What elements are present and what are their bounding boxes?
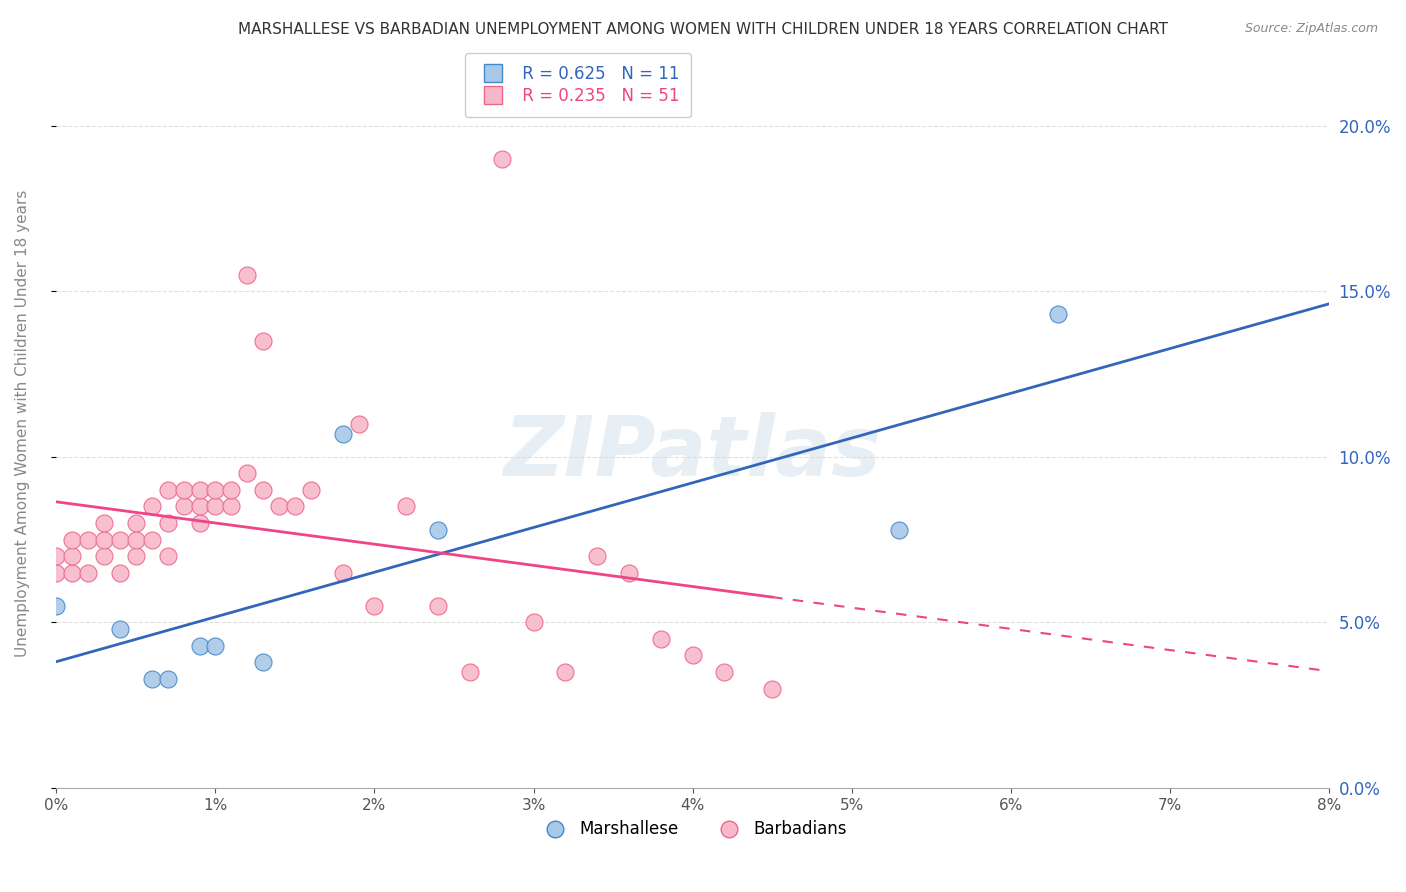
Point	[173, 483, 195, 497]
Legend: Marshallese, Barbadians: Marshallese, Barbadians	[531, 814, 853, 845]
Text: MARSHALLESE VS BARBADIAN UNEMPLOYMENT AMONG WOMEN WITH CHILDREN UNDER 18 YEARS C: MARSHALLESE VS BARBADIAN UNEMPLOYMENT AM…	[238, 22, 1168, 37]
Point	[60, 533, 83, 547]
Point	[188, 500, 211, 514]
Point	[156, 516, 179, 530]
Point	[93, 549, 115, 563]
Point	[713, 665, 735, 679]
Point	[554, 665, 576, 679]
Point	[284, 500, 307, 514]
Point	[173, 500, 195, 514]
Point	[427, 523, 450, 537]
Point	[221, 483, 243, 497]
Point	[156, 672, 179, 686]
Point	[252, 334, 274, 348]
Point	[77, 566, 100, 580]
Point	[252, 483, 274, 497]
Point	[204, 500, 226, 514]
Point	[682, 648, 704, 663]
Point	[427, 599, 450, 613]
Point	[267, 500, 290, 514]
Point	[221, 500, 243, 514]
Point	[125, 533, 148, 547]
Point	[332, 566, 354, 580]
Point	[156, 483, 179, 497]
Point	[141, 500, 163, 514]
Point	[125, 549, 148, 563]
Point	[363, 599, 385, 613]
Text: ZIPatlas: ZIPatlas	[503, 412, 882, 493]
Point	[395, 500, 418, 514]
Point	[108, 533, 131, 547]
Point	[1047, 308, 1070, 322]
Point	[45, 549, 67, 563]
Point	[108, 622, 131, 636]
Point	[141, 533, 163, 547]
Point	[347, 417, 370, 431]
Point	[60, 566, 83, 580]
Point	[77, 533, 100, 547]
Point	[586, 549, 609, 563]
Point	[236, 467, 259, 481]
Point	[650, 632, 672, 646]
Point	[252, 655, 274, 669]
Y-axis label: Unemployment Among Women with Children Under 18 years: Unemployment Among Women with Children U…	[15, 190, 30, 657]
Point	[188, 483, 211, 497]
Point	[761, 681, 783, 696]
Point	[93, 533, 115, 547]
Point	[156, 549, 179, 563]
Point	[188, 639, 211, 653]
Point	[93, 516, 115, 530]
Point	[617, 566, 640, 580]
Point	[45, 599, 67, 613]
Point	[204, 639, 226, 653]
Point	[889, 523, 911, 537]
Point	[141, 672, 163, 686]
Point	[522, 615, 544, 630]
Point	[332, 426, 354, 441]
Point	[108, 566, 131, 580]
Text: Source: ZipAtlas.com: Source: ZipAtlas.com	[1244, 22, 1378, 36]
Point	[125, 516, 148, 530]
Point	[299, 483, 322, 497]
Point	[458, 665, 481, 679]
Point	[45, 566, 67, 580]
Point	[204, 483, 226, 497]
Point	[491, 152, 513, 166]
Point	[188, 516, 211, 530]
Point	[236, 268, 259, 282]
Point	[60, 549, 83, 563]
